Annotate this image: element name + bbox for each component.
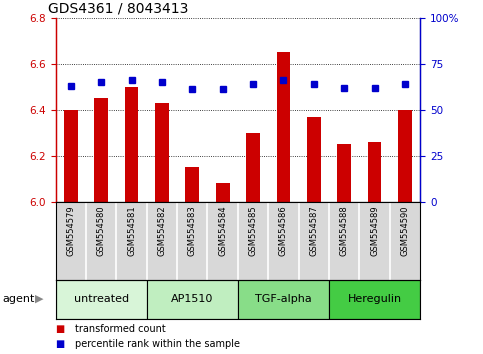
Text: Heregulin: Heregulin bbox=[348, 294, 402, 304]
Text: transformed count: transformed count bbox=[75, 324, 166, 333]
Bar bbox=[125, 87, 138, 202]
Text: ■: ■ bbox=[56, 324, 65, 333]
Bar bbox=[216, 183, 229, 202]
Text: GSM554584: GSM554584 bbox=[218, 206, 227, 256]
Bar bbox=[307, 116, 321, 202]
Text: GSM554580: GSM554580 bbox=[97, 206, 106, 256]
Bar bbox=[56, 280, 147, 319]
Bar bbox=[246, 133, 260, 202]
Bar bbox=[155, 103, 169, 202]
Text: GSM554579: GSM554579 bbox=[66, 206, 75, 256]
Text: TGF-alpha: TGF-alpha bbox=[255, 294, 312, 304]
Bar bbox=[398, 110, 412, 202]
Text: percentile rank within the sample: percentile rank within the sample bbox=[75, 339, 240, 349]
Text: ▶: ▶ bbox=[35, 294, 43, 304]
Bar bbox=[277, 52, 290, 202]
Bar bbox=[338, 144, 351, 202]
Bar bbox=[368, 142, 382, 202]
Text: GSM554590: GSM554590 bbox=[400, 206, 410, 256]
Bar bbox=[185, 167, 199, 202]
Bar bbox=[64, 110, 78, 202]
Text: GSM554585: GSM554585 bbox=[249, 206, 257, 256]
Text: GDS4361 / 8043413: GDS4361 / 8043413 bbox=[48, 1, 189, 15]
Text: GSM554583: GSM554583 bbox=[188, 206, 197, 256]
Bar bbox=[238, 280, 329, 319]
Text: untreated: untreated bbox=[73, 294, 128, 304]
Bar bbox=[94, 98, 108, 202]
Text: GSM554582: GSM554582 bbox=[157, 206, 167, 256]
Text: GSM554589: GSM554589 bbox=[370, 206, 379, 256]
Bar bbox=[147, 280, 238, 319]
Text: agent: agent bbox=[2, 294, 35, 304]
Text: GSM554586: GSM554586 bbox=[279, 206, 288, 256]
Text: GSM554581: GSM554581 bbox=[127, 206, 136, 256]
Text: ■: ■ bbox=[56, 339, 65, 349]
Text: GSM554587: GSM554587 bbox=[309, 206, 318, 256]
Text: AP1510: AP1510 bbox=[171, 294, 213, 304]
Text: GSM554588: GSM554588 bbox=[340, 206, 349, 256]
Bar bbox=[329, 280, 420, 319]
